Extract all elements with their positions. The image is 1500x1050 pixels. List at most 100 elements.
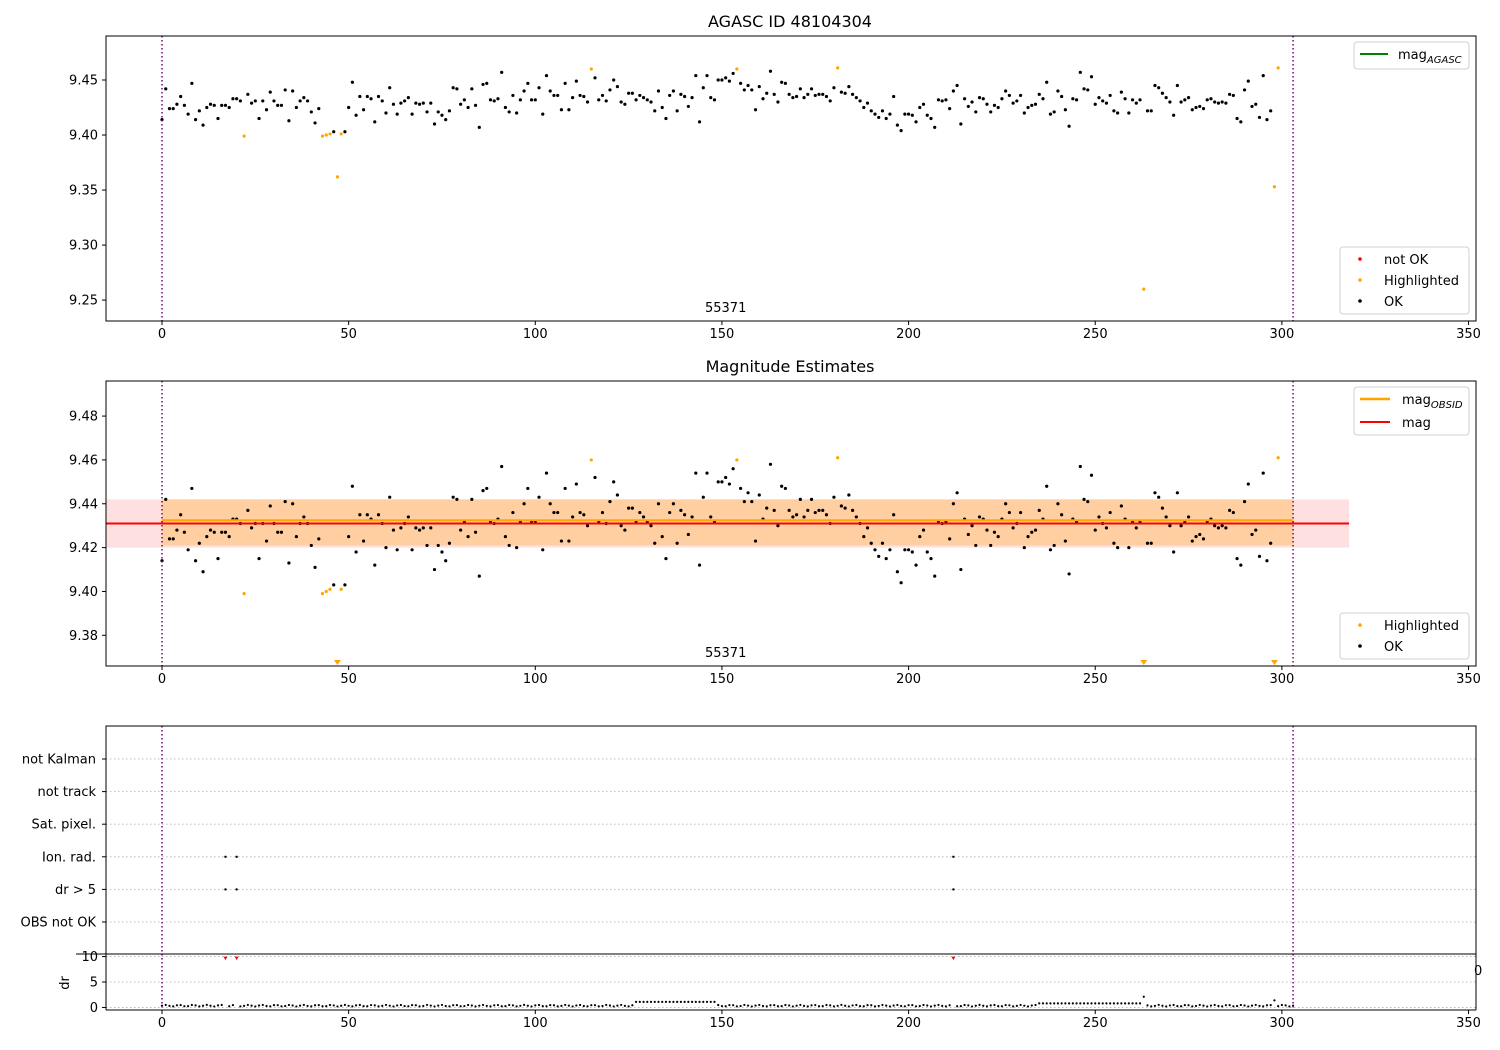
dr-point	[1086, 1002, 1089, 1005]
ok-point	[858, 99, 862, 103]
ok-point	[1108, 510, 1112, 515]
ok-point	[249, 526, 254, 530]
ok-point	[425, 110, 429, 114]
ok-point	[895, 570, 899, 574]
ok-point	[175, 528, 179, 532]
ok-point	[302, 96, 306, 100]
ok-point	[936, 98, 941, 102]
flag-point	[224, 855, 227, 858]
ok-point	[249, 101, 254, 105]
ok-point	[246, 92, 250, 96]
ok-point	[813, 93, 817, 98]
agasc-xtick-label: 350	[1456, 327, 1481, 342]
ok-point	[440, 113, 444, 117]
ok-point	[1168, 100, 1172, 104]
magnitude-estimates-panel: Magnitude Estimates 0 50 100 150 200 250 300 35…	[69, 357, 1481, 687]
ok-point	[574, 79, 578, 83]
ok-point	[496, 97, 500, 101]
ok-point	[641, 96, 646, 100]
ok-point	[843, 91, 847, 95]
dr-point	[1183, 1004, 1186, 1007]
ok-point	[432, 567, 437, 572]
ok-point	[574, 482, 578, 486]
ok-point	[541, 112, 545, 116]
ok-point	[627, 506, 631, 510]
ok-point	[376, 94, 381, 99]
dr-point	[978, 1003, 981, 1007]
ok-point	[410, 112, 414, 116]
dr-clipped-point	[234, 956, 239, 961]
magnitude-xtick-label: 100	[523, 672, 548, 687]
ok-point	[302, 515, 306, 519]
agasc-legend-bottom: not OK Highlighted OK	[1339, 246, 1470, 315]
dr-point	[422, 1004, 425, 1008]
ok-point	[160, 559, 164, 563]
ok-point	[850, 92, 855, 96]
ok-point	[1160, 91, 1165, 95]
agasc-xtick-label: 150	[710, 327, 735, 342]
legend-highlighted-label-2: Highlighted	[1384, 619, 1459, 634]
ok-point	[556, 93, 560, 98]
ok-point	[787, 508, 791, 512]
dr-point	[1161, 1004, 1164, 1007]
ok-point	[473, 103, 478, 107]
dr-point	[358, 1003, 361, 1007]
ok-point	[653, 109, 657, 113]
ok-point	[425, 543, 429, 548]
dr-point	[1262, 1005, 1265, 1008]
ok-point	[1071, 97, 1075, 101]
dr-xtick-label: 200	[896, 1016, 921, 1031]
ok-point	[843, 506, 847, 510]
dr-point	[993, 1003, 996, 1007]
ok-point	[619, 100, 623, 104]
ok-point	[959, 567, 963, 572]
highlighted-point	[324, 133, 328, 137]
ok-point	[1104, 101, 1109, 105]
ok-point	[365, 94, 369, 99]
ok-point	[918, 535, 922, 539]
dr-point	[250, 1004, 253, 1007]
dr-point	[381, 1004, 384, 1007]
highlighted-point	[339, 587, 343, 591]
dr-point	[511, 1004, 514, 1007]
dr-point	[825, 1003, 828, 1007]
ok-point	[485, 486, 489, 491]
dr-point	[411, 1004, 414, 1007]
dr-point	[530, 1005, 533, 1008]
dr-point	[1254, 1003, 1257, 1007]
ok-point	[780, 80, 784, 84]
ok-point	[559, 539, 564, 543]
dr-point	[784, 1003, 787, 1007]
ok-point	[918, 105, 922, 110]
dr-point	[201, 1004, 205, 1007]
dr-point	[937, 1003, 940, 1007]
ok-point	[429, 526, 433, 530]
ok-point	[925, 550, 929, 554]
ok-point	[421, 526, 425, 530]
ok-point	[459, 528, 463, 532]
mag-obsid-error-band	[161, 499, 1294, 546]
dr-point	[851, 1004, 854, 1007]
ok-point	[1153, 491, 1157, 495]
dr-point	[918, 1004, 921, 1008]
ok-point	[899, 129, 903, 133]
ok-point	[313, 121, 317, 125]
magnitude-ytick-label: 9.38	[69, 629, 98, 644]
dr-point	[720, 1004, 724, 1008]
ok-point	[231, 97, 235, 101]
dr-point	[1217, 1004, 1220, 1008]
ok-point	[1011, 526, 1015, 530]
agasc-ytick-label: 9.30	[69, 239, 98, 254]
ok-point	[1116, 546, 1120, 550]
ok-point	[1220, 524, 1224, 528]
ok-point	[223, 103, 228, 107]
ok-point	[619, 524, 623, 528]
dr-point	[608, 1004, 612, 1007]
ok-point	[1228, 92, 1232, 96]
ok-point	[1041, 97, 1045, 101]
ok-point	[526, 81, 530, 85]
dr-point	[1165, 1005, 1168, 1008]
ok-point	[503, 105, 508, 110]
ok-point	[985, 102, 989, 106]
